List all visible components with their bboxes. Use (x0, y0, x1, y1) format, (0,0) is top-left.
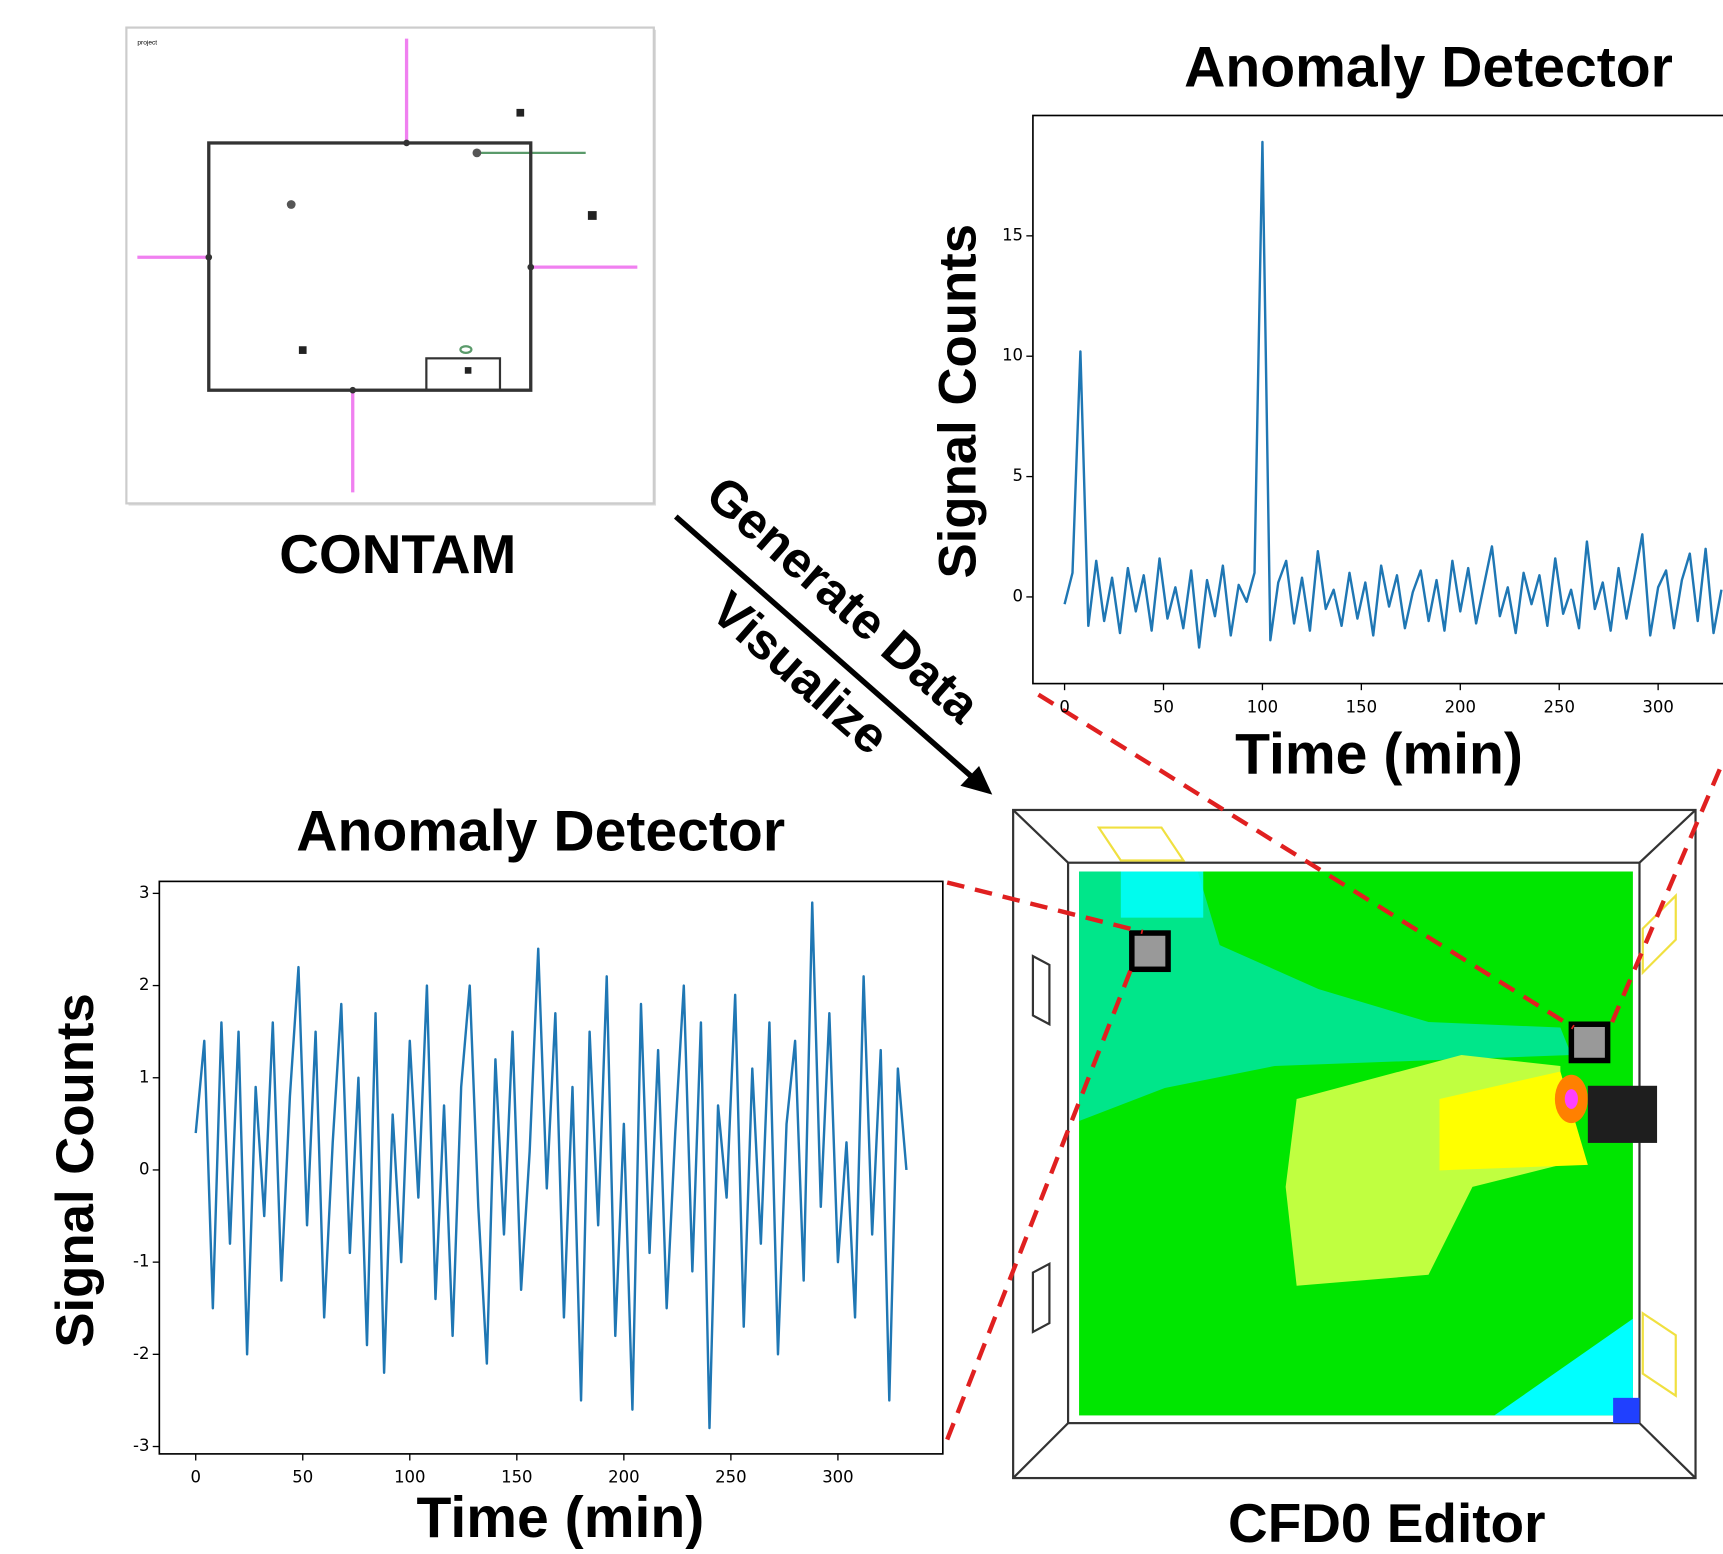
x-tick-label: 0 (1059, 697, 1069, 716)
y-tick-label: 5 (1013, 466, 1023, 485)
chart-title: Anomaly Detector (296, 799, 785, 863)
y-tick-label: 1 (139, 1067, 149, 1086)
arrow (673, 514, 993, 795)
x-axis-label: Time (min) (1235, 722, 1523, 786)
data-line (1063, 140, 1723, 649)
x-tick-label: 300 (1642, 697, 1673, 716)
svg-text:project: project (137, 40, 157, 47)
y-tick-label: 0 (139, 1159, 149, 1178)
x-tick-label: 300 (822, 1468, 853, 1487)
contam-label: CONTAM (279, 523, 516, 585)
x-tick-label: 200 (1445, 697, 1476, 716)
x-tick-label: 150 (1346, 697, 1377, 716)
plot-frame (1032, 114, 1723, 685)
x-tick-label: 100 (394, 1468, 425, 1487)
x-tick-label: 250 (1543, 697, 1574, 716)
y-tick-label: 10 (1002, 346, 1023, 365)
data-line (194, 901, 908, 1430)
contam-sketch: project (125, 26, 657, 506)
cfd-view (1012, 808, 1697, 1480)
plot-frame (158, 880, 944, 1455)
y-tick-label: 3 (139, 883, 149, 902)
y-tick-label: 15 (1002, 225, 1023, 244)
y-tick-label: -2 (133, 1344, 149, 1363)
x-tick-label: 0 (190, 1468, 200, 1487)
y-tick-label: 0 (1013, 586, 1023, 605)
x-tick-label: 150 (501, 1468, 532, 1487)
chart-title: Anomaly Detector (1184, 36, 1673, 100)
cfd-label: CFD0 Editor (1228, 1492, 1545, 1554)
y-tick-label: 2 (139, 975, 149, 994)
x-tick-label: 50 (292, 1468, 313, 1487)
x-axis-label: Time (min) (417, 1486, 705, 1550)
y-axis-label: Signal Counts (928, 224, 987, 578)
x-tick-label: 200 (608, 1468, 639, 1487)
x-tick-label: 250 (715, 1468, 746, 1487)
x-tick-label: 50 (1153, 697, 1174, 716)
y-axis-label: Signal Counts (46, 993, 105, 1348)
y-tick-label: -1 (133, 1252, 149, 1271)
x-tick-label: 100 (1247, 697, 1278, 716)
y-tick-label: -3 (133, 1436, 149, 1455)
connector (945, 692, 1722, 1441)
